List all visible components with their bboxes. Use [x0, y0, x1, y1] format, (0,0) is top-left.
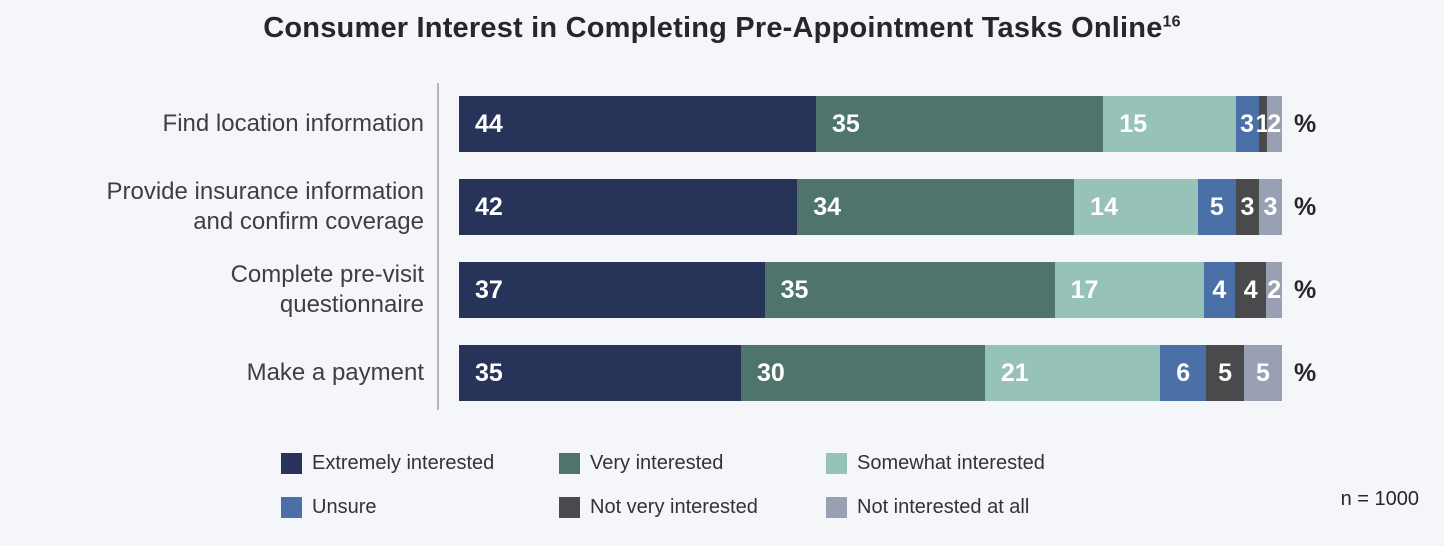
category-label: Complete pre-visit questionnaire [230, 261, 424, 318]
bar-segment: 2 [1266, 96, 1282, 152]
bar-segment-value: 1 [1255, 109, 1270, 138]
legend-swatch [281, 453, 302, 474]
bar-segment: 5 [1197, 179, 1236, 235]
legend-item: Extremely interested [281, 452, 559, 475]
bar-segment-value: 37 [475, 275, 503, 304]
legend-swatch [559, 497, 580, 518]
bar-segment: 15 [1103, 96, 1236, 152]
stacked-bar: 35 30 21 6 5 5 [459, 345, 1282, 401]
bar-segment: 35 [816, 96, 1104, 152]
bar-segment-value: 4 [1212, 275, 1227, 304]
axis-line [437, 83, 439, 410]
chart-row: Make a payment 35 30 21 6 5 5% [0, 345, 1316, 401]
category-label: Make a payment [246, 359, 424, 386]
legend-item-label: Somewhat interested [857, 452, 1045, 474]
bar-segment-value: 30 [756, 358, 785, 387]
category-label: Provide insurance information and confir… [106, 178, 425, 235]
bar-segment: 35 [459, 345, 741, 401]
bar-segment-value: 14 [1090, 192, 1118, 221]
chart-row: Find location information 44 35 15 3 1 2% [0, 96, 1316, 152]
bar-segment-value: 5 [1256, 358, 1270, 387]
bar-segment-value: 3 [1240, 109, 1255, 138]
sample-size-label: n = 1000 [1340, 488, 1419, 510]
bar-segment: 4 [1235, 262, 1267, 318]
bar-segment: 5 [1244, 345, 1282, 401]
bar-segment: 3 [1235, 96, 1259, 152]
percent-sign: % [1294, 192, 1317, 221]
bar-segment-value: 5 [1218, 358, 1232, 387]
bar-segment: 35 [764, 262, 1055, 318]
category-label: Find location information [162, 110, 424, 137]
bar-segment-value: 4 [1243, 275, 1258, 304]
legend-item-label: Very interested [590, 452, 724, 474]
bar-segment: 14 [1074, 179, 1198, 235]
bar-segment: 3 [1235, 179, 1259, 235]
bar-segment: 4 [1203, 262, 1236, 318]
bar-segment-value: 3 [1240, 192, 1255, 221]
chart-title-text: Consumer Interest in Completing Pre-Appo… [263, 12, 1163, 44]
bar-chart: Find location information 44 35 15 3 1 2% Provi… [0, 96, 1316, 428]
footnote-marker: 16 [1162, 13, 1181, 31]
chart-row: Complete pre-visit questionnaire 37 35 17 4 4… [0, 261, 1317, 318]
bar-segment: 5 [1206, 345, 1245, 401]
stacked-bar: 42 34 14 5 3 3 [459, 179, 1282, 235]
legend-item: Very interested [559, 452, 826, 475]
legend-swatch [281, 497, 302, 518]
legend-item-label: Not interested at all [857, 496, 1030, 518]
percent-sign: % [1294, 109, 1317, 138]
chart-row: Provide insurance information and confir… [0, 178, 1317, 235]
bar-segment-value: 5 [1209, 192, 1224, 221]
bar-segment: 17 [1054, 262, 1204, 318]
bar-segment-value: 21 [1000, 358, 1029, 387]
bar-segment-value: 42 [475, 192, 503, 221]
bar-segment-value: 35 [832, 109, 860, 138]
legend-item-label: Not very interested [590, 496, 758, 518]
legend-item: Somewhat interested [826, 452, 1045, 475]
bar-segment-value: 35 [780, 275, 809, 304]
bar-segment-value: 6 [1176, 358, 1191, 387]
chart-title: Consumer Interest in Completing Pre-Appo… [0, 12, 1444, 45]
legend-item: Unsure [281, 496, 559, 519]
bar-segment: 42 [459, 179, 798, 235]
bar-segment: 30 [740, 345, 985, 401]
bar-segment: 44 [459, 96, 816, 152]
bar-segment-value: 15 [1119, 109, 1148, 138]
bar-segment: 37 [459, 262, 765, 318]
bar-segment: 3 [1258, 179, 1282, 235]
bar-segment-value: 2 [1267, 109, 1282, 138]
percent-sign: % [1294, 358, 1317, 387]
stacked-bar: 44 35 15 3 1 2 [459, 96, 1282, 152]
bar-segment: 2 [1266, 262, 1282, 318]
bar-segment: 21 [984, 345, 1161, 401]
legend-item: Not very interested [559, 496, 826, 519]
stacked-bar: 37 35 17 4 4 2 [459, 262, 1282, 318]
bar-segment-value: 3 [1263, 192, 1278, 221]
legend-item-label: Extremely interested [312, 452, 495, 474]
bar-segment-value: 2 [1267, 275, 1282, 304]
legend-item: Not interested at all [826, 496, 1045, 519]
percent-sign: % [1294, 275, 1317, 304]
legend: Extremely interested Very interested Somew… [281, 452, 1045, 519]
bar-segment: 1 [1255, 96, 1270, 152]
bar-segment: 6 [1160, 345, 1207, 401]
bar-segment-value: 17 [1070, 275, 1099, 304]
bar-segment: 34 [797, 179, 1075, 235]
legend-swatch [826, 453, 847, 474]
legend-swatch [559, 453, 580, 474]
bar-segment-value: 34 [813, 192, 842, 221]
legend-swatch [826, 497, 847, 518]
legend-item-label: Unsure [312, 496, 377, 518]
bar-segment-value: 35 [475, 358, 503, 387]
bar-segment-value: 44 [475, 109, 503, 138]
